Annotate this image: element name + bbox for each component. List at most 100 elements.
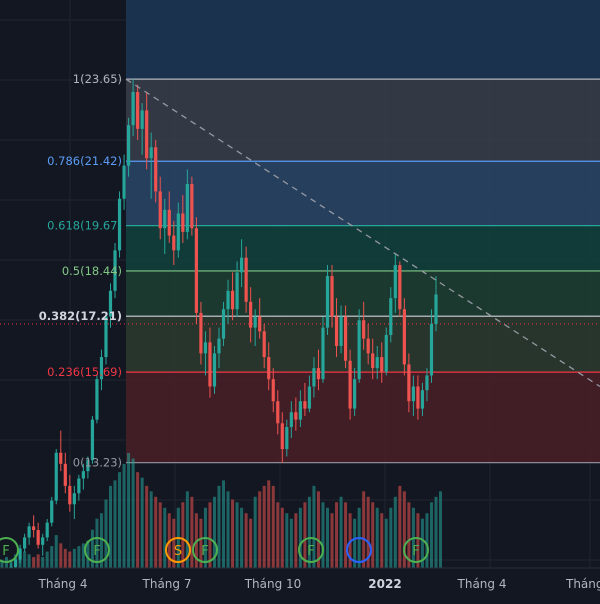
candle-body bbox=[113, 250, 117, 291]
candle-body bbox=[434, 294, 438, 324]
fib-band bbox=[126, 372, 600, 463]
candle bbox=[77, 474, 81, 501]
event-marker bbox=[346, 537, 372, 563]
candle-body bbox=[203, 342, 208, 354]
candle bbox=[357, 309, 361, 383]
candle-body bbox=[262, 331, 266, 358]
volume-bar bbox=[276, 502, 280, 568]
fib-band-top bbox=[126, 0, 600, 80]
candle bbox=[36, 522, 40, 549]
candle bbox=[262, 323, 266, 369]
candle-body bbox=[425, 375, 429, 391]
candle-body bbox=[104, 316, 108, 358]
volume-bar bbox=[190, 496, 194, 568]
volume-bar bbox=[163, 507, 167, 568]
candle-body bbox=[371, 353, 375, 369]
candle bbox=[90, 415, 95, 464]
event-marker: F bbox=[84, 537, 110, 563]
volume-bar bbox=[380, 513, 384, 568]
event-marker-label: S bbox=[174, 544, 182, 559]
volume-bar bbox=[344, 502, 348, 568]
volume-bar bbox=[136, 472, 140, 568]
volume-bar bbox=[59, 543, 63, 568]
candle bbox=[126, 117, 131, 177]
event-marker-circle bbox=[346, 537, 372, 563]
volume-bar bbox=[316, 491, 320, 568]
candle bbox=[81, 463, 85, 490]
volume-bar bbox=[271, 485, 275, 568]
volume-bar bbox=[50, 546, 54, 568]
volume-bar bbox=[222, 480, 226, 568]
candle-body bbox=[136, 92, 140, 129]
candle bbox=[343, 305, 348, 369]
volume-bar bbox=[434, 496, 438, 568]
candle-body bbox=[221, 309, 226, 339]
candle-body bbox=[244, 257, 248, 302]
candle-body bbox=[316, 368, 321, 380]
candle bbox=[276, 390, 280, 435]
volume-bar bbox=[375, 507, 379, 568]
candle-body bbox=[185, 184, 189, 232]
candle-body bbox=[176, 213, 180, 251]
candle bbox=[41, 533, 45, 556]
candle-body bbox=[298, 401, 302, 420]
volume-bar bbox=[335, 502, 339, 568]
volume-bar bbox=[113, 480, 117, 568]
candle bbox=[298, 390, 302, 427]
fib-level-label: 0.786(21.42) bbox=[47, 154, 122, 168]
candle-body bbox=[407, 364, 411, 402]
candle bbox=[136, 84, 140, 140]
volume-bar bbox=[86, 540, 90, 568]
volume-bar bbox=[321, 502, 325, 568]
volume-bar bbox=[41, 557, 45, 568]
event-marker-label: F bbox=[93, 544, 100, 559]
candle bbox=[258, 298, 262, 339]
volume-bar bbox=[244, 513, 248, 568]
volume-bar bbox=[249, 518, 253, 568]
volume-bar bbox=[307, 496, 311, 568]
candle-body bbox=[212, 353, 217, 387]
volume-bar bbox=[303, 502, 307, 568]
candle-body bbox=[23, 537, 27, 549]
volume-bar bbox=[127, 453, 131, 568]
candle-body bbox=[145, 110, 149, 159]
volume-bar bbox=[208, 502, 212, 568]
volume-bar bbox=[27, 554, 31, 568]
candle-body bbox=[366, 338, 370, 354]
volume-bar bbox=[235, 502, 239, 568]
candle-body bbox=[208, 342, 212, 387]
x-tick-label: Tháng bbox=[565, 577, 600, 591]
fib-level-label: 0(13.23) bbox=[73, 456, 122, 470]
volume-bar bbox=[131, 458, 135, 568]
candle-body bbox=[321, 327, 325, 380]
candle bbox=[167, 191, 171, 243]
candle-body bbox=[108, 290, 113, 317]
candle bbox=[190, 176, 194, 236]
volume-bar bbox=[217, 485, 221, 568]
candle bbox=[27, 522, 31, 545]
volume-bar bbox=[312, 485, 316, 568]
volume-bar bbox=[185, 491, 189, 568]
candle bbox=[145, 92, 149, 170]
volume-bar bbox=[240, 507, 244, 568]
candle bbox=[380, 342, 384, 383]
candle-body bbox=[226, 290, 230, 310]
volume-bar bbox=[90, 529, 94, 568]
candle bbox=[384, 327, 388, 376]
volume-bar bbox=[231, 499, 235, 568]
candle-body bbox=[158, 191, 162, 229]
candle-body bbox=[380, 357, 384, 372]
candle bbox=[235, 261, 239, 317]
candle bbox=[411, 375, 415, 416]
candle bbox=[429, 309, 434, 383]
event-marker-circle bbox=[298, 537, 324, 563]
volume-bar bbox=[280, 507, 284, 568]
candle bbox=[140, 103, 144, 155]
x-axis-ticks: Tháng 4 Tháng 7 Tháng 10 2022 Tháng 4 Tháng bbox=[38, 577, 600, 591]
x-tick-label: Tháng 4 bbox=[38, 577, 88, 591]
fib-level-label: 0.5(18.44) bbox=[62, 264, 122, 278]
volume-bar bbox=[398, 485, 402, 568]
event-marker-circle bbox=[403, 537, 429, 563]
